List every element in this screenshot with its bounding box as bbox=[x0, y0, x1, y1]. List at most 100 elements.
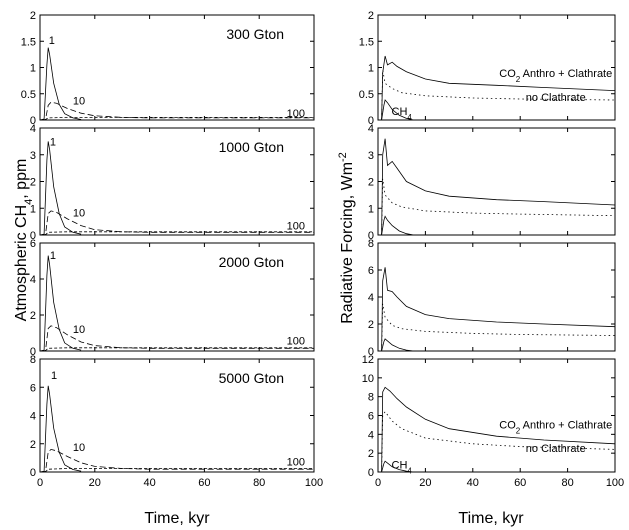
y-tick-label: 2 bbox=[368, 319, 374, 331]
series-line-3 bbox=[378, 215, 414, 236]
y-tick-label: 6 bbox=[30, 238, 36, 250]
y-tick-label: 0 bbox=[368, 346, 374, 358]
y-tick-label: 4 bbox=[30, 411, 36, 423]
y-tick-label: 8 bbox=[30, 354, 36, 366]
series-annotation: no Clathrate bbox=[526, 92, 586, 104]
y-tick-label: 4 bbox=[368, 292, 374, 304]
annotation-sub: 2 bbox=[516, 426, 521, 435]
y-tick-label: 2 bbox=[368, 177, 374, 189]
series-annotation: CH4 bbox=[392, 460, 413, 476]
y-tick-label: 0 bbox=[30, 230, 36, 242]
series-line-3 bbox=[39, 468, 314, 473]
x-tick-label: 100 bbox=[305, 477, 323, 489]
series-line-2 bbox=[39, 325, 314, 352]
series-annotation: CO2 Anthro + Clathrate bbox=[499, 68, 612, 84]
curve-label: 100 bbox=[287, 221, 305, 233]
left-ylabel-prefix: Atmospheric CH bbox=[13, 205, 30, 321]
left-panel-1: 0 0.5 1 1.5 2 300 Gton 1 10 100 bbox=[21, 10, 315, 127]
y-tick-label: 3 bbox=[30, 150, 36, 162]
y-tick-label: 0 bbox=[368, 230, 374, 242]
y-tick-label: 6 bbox=[30, 382, 36, 394]
x-tick-label: 40 bbox=[467, 477, 479, 489]
right-panel-2: 0 1 2 3 4 bbox=[368, 123, 616, 242]
y-tick-label: 0 bbox=[30, 467, 36, 479]
series-line-3 bbox=[378, 338, 414, 352]
right-ylabel-sup: -2 bbox=[337, 152, 349, 162]
x-tick-label: 100 bbox=[606, 477, 624, 489]
y-tick-label: 0 bbox=[30, 115, 36, 127]
annotation-text: Anthro + Clathrate bbox=[520, 420, 612, 432]
curve-label: 1 bbox=[50, 136, 56, 148]
series-line-1 bbox=[378, 55, 616, 121]
y-tick-label: 8 bbox=[368, 392, 374, 404]
left-x-axis-label: Time, kyr bbox=[144, 510, 210, 527]
curve-label: 1 bbox=[51, 370, 57, 382]
x-tick-label: 20 bbox=[89, 477, 101, 489]
y-tick-label: 6 bbox=[368, 411, 374, 423]
x-tick-label: 60 bbox=[198, 477, 210, 489]
y-tick-label: 4 bbox=[30, 123, 36, 135]
series-line-2 bbox=[378, 70, 616, 121]
annotation-text: CH bbox=[392, 106, 408, 118]
annotation-text: CH bbox=[392, 460, 408, 472]
series-line-1 bbox=[39, 255, 82, 352]
series-line-1 bbox=[378, 267, 616, 352]
left-panel-2: 0 1 2 3 4 1000 Gton 1 10 100 bbox=[30, 123, 315, 242]
y-tick-label: 1 bbox=[368, 63, 374, 75]
annotation-text: no Clathrate bbox=[526, 92, 586, 104]
series-line-3 bbox=[39, 231, 314, 236]
curve-label: 100 bbox=[287, 108, 305, 120]
y-tick-label: 0 bbox=[368, 115, 374, 127]
series-line-2 bbox=[39, 101, 314, 121]
annotation-text: no Clathrate bbox=[526, 443, 586, 455]
y-tick-label: 4 bbox=[368, 123, 374, 135]
annotation-text: CO bbox=[499, 68, 516, 80]
curve-label: 10 bbox=[73, 207, 85, 219]
y-tick-label: 4 bbox=[368, 429, 374, 441]
annotation-sub: 2 bbox=[516, 74, 521, 83]
plot-frame bbox=[39, 242, 315, 352]
x-tick-label: 0 bbox=[37, 477, 43, 489]
right-ylabel-prefix: Radiative Forcing, Wm bbox=[339, 162, 356, 324]
y-tick-label: 3 bbox=[368, 150, 374, 162]
curve-label: 100 bbox=[287, 336, 305, 348]
left-panel-3: 0 2 4 6 2000 Gton 1 10 100 bbox=[30, 238, 315, 358]
y-tick-label: 0.5 bbox=[21, 89, 36, 101]
y-tick-label: 4 bbox=[30, 274, 36, 286]
series-line-1 bbox=[378, 138, 616, 236]
series-line-2 bbox=[378, 303, 616, 352]
series-line-3 bbox=[378, 99, 414, 121]
y-tick-label: 0 bbox=[30, 346, 36, 358]
y-tick-label: 1 bbox=[30, 63, 36, 75]
y-tick-label: 2 bbox=[30, 10, 36, 22]
plot-frame bbox=[377, 242, 616, 352]
y-tick-label: 10 bbox=[362, 373, 374, 385]
curve-label: 100 bbox=[287, 457, 305, 469]
x-tick-label: 60 bbox=[514, 477, 526, 489]
y-tick-label: 12 bbox=[362, 354, 374, 366]
y-tick-label: 2 bbox=[30, 310, 36, 322]
x-tick-label: 40 bbox=[143, 477, 155, 489]
series-annotation: no Clathrate bbox=[526, 443, 586, 455]
y-tick-label: 6 bbox=[368, 265, 374, 277]
series-line-2 bbox=[39, 210, 314, 236]
y-tick-label: 0 bbox=[368, 467, 374, 479]
series-line-3 bbox=[39, 347, 314, 352]
annotation-sub: 4 bbox=[407, 112, 412, 121]
series-line-1 bbox=[378, 386, 616, 473]
curve-label: 10 bbox=[73, 95, 85, 107]
left-ylabel-sub: 4 bbox=[23, 199, 35, 205]
y-tick-label: 1 bbox=[368, 203, 374, 215]
y-tick-label: 1 bbox=[30, 203, 36, 215]
series-line-1 bbox=[39, 385, 82, 473]
curve-label: 1 bbox=[49, 35, 55, 47]
panel-title: 300 Gton bbox=[226, 26, 284, 42]
right-y-axis-label: Radiative Forcing, Wm-2 bbox=[337, 152, 356, 324]
y-tick-label: 2 bbox=[30, 439, 36, 451]
right-x-axis-label: Time, kyr bbox=[458, 510, 524, 527]
series-annotation: CO2 Anthro + Clathrate bbox=[499, 420, 612, 436]
plot-frame bbox=[377, 127, 616, 236]
curve-label: 10 bbox=[73, 442, 85, 454]
